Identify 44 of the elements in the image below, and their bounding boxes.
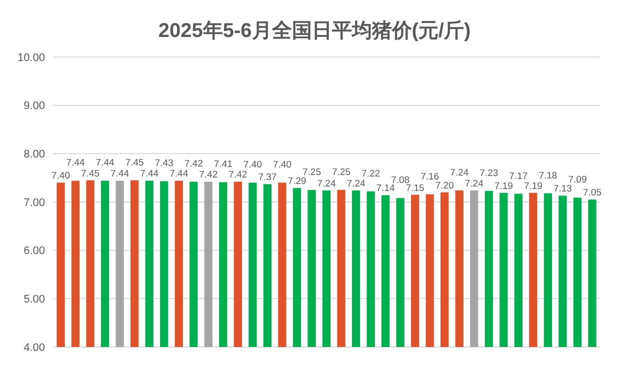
y-tick-label: 5.00	[24, 294, 45, 306]
data-label: 7.13	[553, 184, 572, 195]
data-label: 7.40	[52, 170, 70, 182]
data-label: 7.25	[332, 166, 351, 178]
y-tick-label: 8.00	[24, 148, 45, 161]
y-tick-label: 6.00	[24, 245, 45, 258]
data-label: 7.17	[509, 170, 528, 182]
data-label: 7.19	[494, 180, 513, 192]
data-label: 7.24	[450, 167, 469, 178]
data-label: 7.05	[583, 188, 602, 199]
data-label: 7.16	[420, 171, 440, 182]
data-label: 7.42	[199, 170, 218, 181]
data-label: 7.44	[110, 168, 130, 180]
data-label: 7.44	[66, 158, 85, 169]
data-label: 7.42	[228, 170, 248, 181]
y-tick-label: 4.00	[24, 342, 45, 354]
data-label: 7.44	[170, 168, 188, 180]
data-label: 7.22	[362, 168, 380, 180]
data-label: 7.44	[96, 158, 114, 169]
chart-title: 2025年5-6月全国日平均猪价(元/斤)	[158, 19, 471, 42]
data-label: 7.15	[406, 182, 424, 194]
data-label: 7.23	[480, 168, 498, 179]
data-label: 7.45	[125, 157, 144, 168]
data-label: 7.09	[568, 174, 587, 186]
data-label: 7.24	[346, 178, 366, 190]
data-label: 7.40	[272, 160, 292, 171]
data-label: 7.14	[376, 183, 395, 194]
data-label: 7.24	[464, 178, 484, 190]
data-label: 7.43	[154, 158, 174, 170]
data-label: 7.19	[524, 180, 542, 192]
data-label: 7.40	[243, 160, 262, 171]
data-label: 7.18	[538, 170, 558, 182]
data-label: 7.42	[184, 158, 203, 170]
data-label: 7.41	[214, 159, 232, 170]
data-label: 7.45	[81, 168, 100, 180]
data-label: 7.37	[258, 172, 277, 184]
data-label: 7.20	[435, 180, 454, 192]
y-tick-label: 7.00	[24, 196, 45, 209]
y-tick-label: 10.00	[17, 52, 45, 64]
data-label: 7.44	[140, 168, 159, 180]
data-label: 7.24	[317, 178, 336, 190]
y-tick-label: 9.00	[24, 100, 45, 112]
data-label: 7.29	[288, 176, 306, 187]
data-label: 7.25	[302, 166, 321, 178]
